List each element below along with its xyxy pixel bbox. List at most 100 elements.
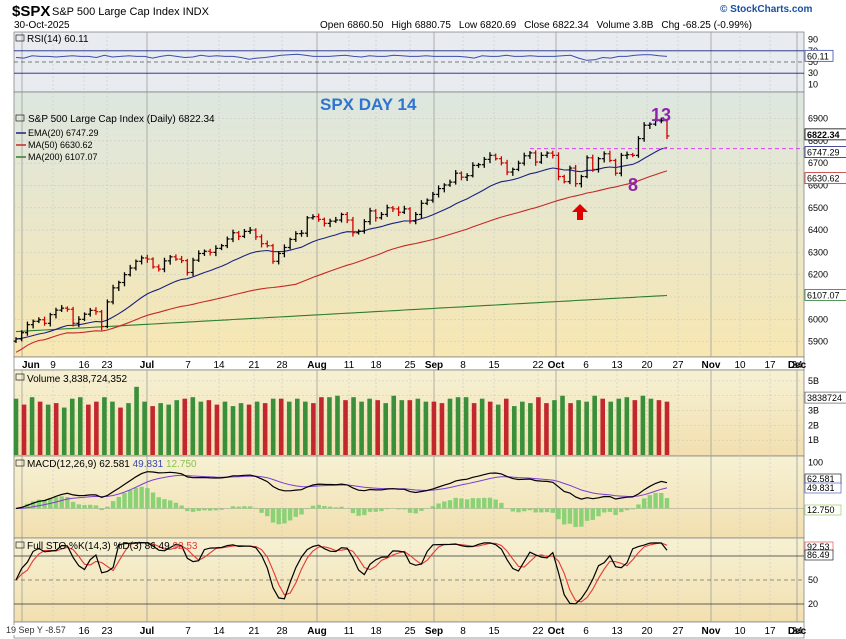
macd-histogram-bar (464, 499, 470, 509)
volume-bar (415, 398, 421, 455)
legend-entry: MA(50) 6630.62 (28, 140, 93, 150)
macd-histogram-bar (190, 508, 196, 512)
volume-bar (640, 395, 646, 455)
macd-legend-icon (15, 459, 25, 467)
price-bar (259, 234, 264, 248)
price-bar (419, 200, 424, 219)
price-bar (42, 316, 47, 326)
price-bar (527, 151, 533, 159)
price-bar (276, 251, 282, 265)
sto-y-tick: 20 (808, 599, 818, 609)
macd-histogram-bar (647, 495, 653, 509)
price-bar (53, 307, 59, 319)
macd-histogram-bar (25, 503, 30, 509)
price-last-label: 6630.62 (807, 174, 840, 184)
macd-histogram-bar (30, 501, 36, 509)
volume-bar (110, 401, 115, 455)
volume-bar (335, 395, 340, 455)
macd-histogram-bar (619, 508, 624, 513)
volume-legend-title: Volume 3,838,724,352 (27, 374, 128, 385)
price-bar (99, 309, 105, 331)
price-bar (607, 150, 613, 163)
x-tick-label-bottom: Nov (702, 626, 721, 637)
price-last-label-box (804, 146, 846, 159)
volume-bar (29, 397, 35, 455)
macd-histogram-bar (516, 508, 521, 513)
x-tick-label-top: 14 (213, 360, 225, 371)
price-y-tick: 6200 (808, 270, 828, 280)
macd-histogram-bar (88, 504, 93, 509)
macd-histogram-bar (407, 508, 413, 513)
rsi-last-label: 60.11 (807, 51, 829, 61)
volume-bar (182, 398, 188, 455)
macd-histogram-bar (247, 506, 253, 509)
price-bar (350, 216, 356, 237)
macd-histogram-bar (430, 506, 436, 509)
macd-histogram-bar (305, 508, 310, 510)
price-bar (533, 150, 539, 166)
price-bar (304, 216, 310, 237)
x-tick-label-top: 10 (734, 360, 746, 371)
volume-bar (439, 403, 445, 455)
rsi-y-tick: 10 (808, 79, 818, 89)
x-tick-label-top: 23 (101, 360, 113, 371)
macd-histogram-bar (196, 508, 201, 512)
rsi-legend-icon (15, 34, 25, 42)
volume-bar (246, 404, 252, 455)
volume-bar (632, 400, 638, 455)
volume-bar (511, 406, 517, 455)
volume-bar (37, 401, 43, 455)
macd-histogram-bar (522, 508, 527, 512)
price-y-tick: 5900 (808, 337, 828, 347)
price-bar (459, 171, 464, 181)
price-bar (373, 209, 379, 222)
macd-last-label: 12.750 (807, 505, 835, 515)
price-bar (567, 165, 573, 185)
macd-histogram-bar (293, 508, 299, 517)
annotation-title: SPX DAY 14 (320, 95, 417, 114)
sto-k-line (15, 541, 668, 605)
price-bar (179, 255, 185, 264)
x-tick-label-bottom: 18 (370, 626, 382, 637)
volume-bar (455, 397, 461, 455)
volume-bar (303, 401, 308, 455)
macd-signal-line (15, 474, 668, 509)
x-tick-label-top: 15 (488, 360, 500, 371)
price-bar (299, 230, 304, 237)
macd-histogram-bar (487, 497, 493, 509)
x-tick-label-bottom: 27 (672, 626, 684, 637)
volume-bar (254, 401, 260, 455)
macd-histogram-bar (145, 488, 150, 509)
x-tick-label-top: Jul (140, 360, 155, 371)
volume-bar (86, 404, 91, 455)
price-bar (321, 217, 327, 227)
price-bar (487, 152, 493, 164)
volume-bar (624, 397, 630, 455)
volume-bar (648, 398, 654, 455)
macd-histogram-bar (213, 508, 219, 511)
legend-entry: MA(200) 6107.07 (28, 152, 98, 162)
price-bar (647, 122, 653, 130)
price-bar (236, 230, 242, 241)
volume-bar (544, 403, 549, 455)
chart-symbol: $SPX (12, 3, 51, 20)
macd-histogram-bar (419, 508, 424, 511)
macd-histogram-bar (556, 508, 561, 520)
x-tick-label-bottom: 13 (611, 626, 623, 637)
price-bar (190, 257, 196, 277)
x-tick-label-top: 9 (50, 360, 56, 371)
x-tick-label-bottom: Dec (788, 626, 807, 637)
macd-histogram-bar (270, 508, 276, 523)
x-tick-label-bottom: Jul (140, 626, 155, 637)
volume-bar (142, 401, 147, 455)
rsi-y-tick: 30 (808, 68, 818, 78)
chart-name: S&P 500 Large Cap Index INDX (52, 6, 209, 18)
stockcharts-brand[interactable]: © StockCharts.com (720, 4, 812, 15)
price-bar (504, 159, 510, 176)
volume-y-tick: 3B (808, 406, 819, 416)
macd-histogram-bar (590, 508, 595, 520)
volume-bar (230, 406, 236, 455)
macd-histogram-bar (630, 508, 635, 510)
macd-histogram-bar (150, 492, 156, 509)
volume-bar (150, 406, 155, 455)
